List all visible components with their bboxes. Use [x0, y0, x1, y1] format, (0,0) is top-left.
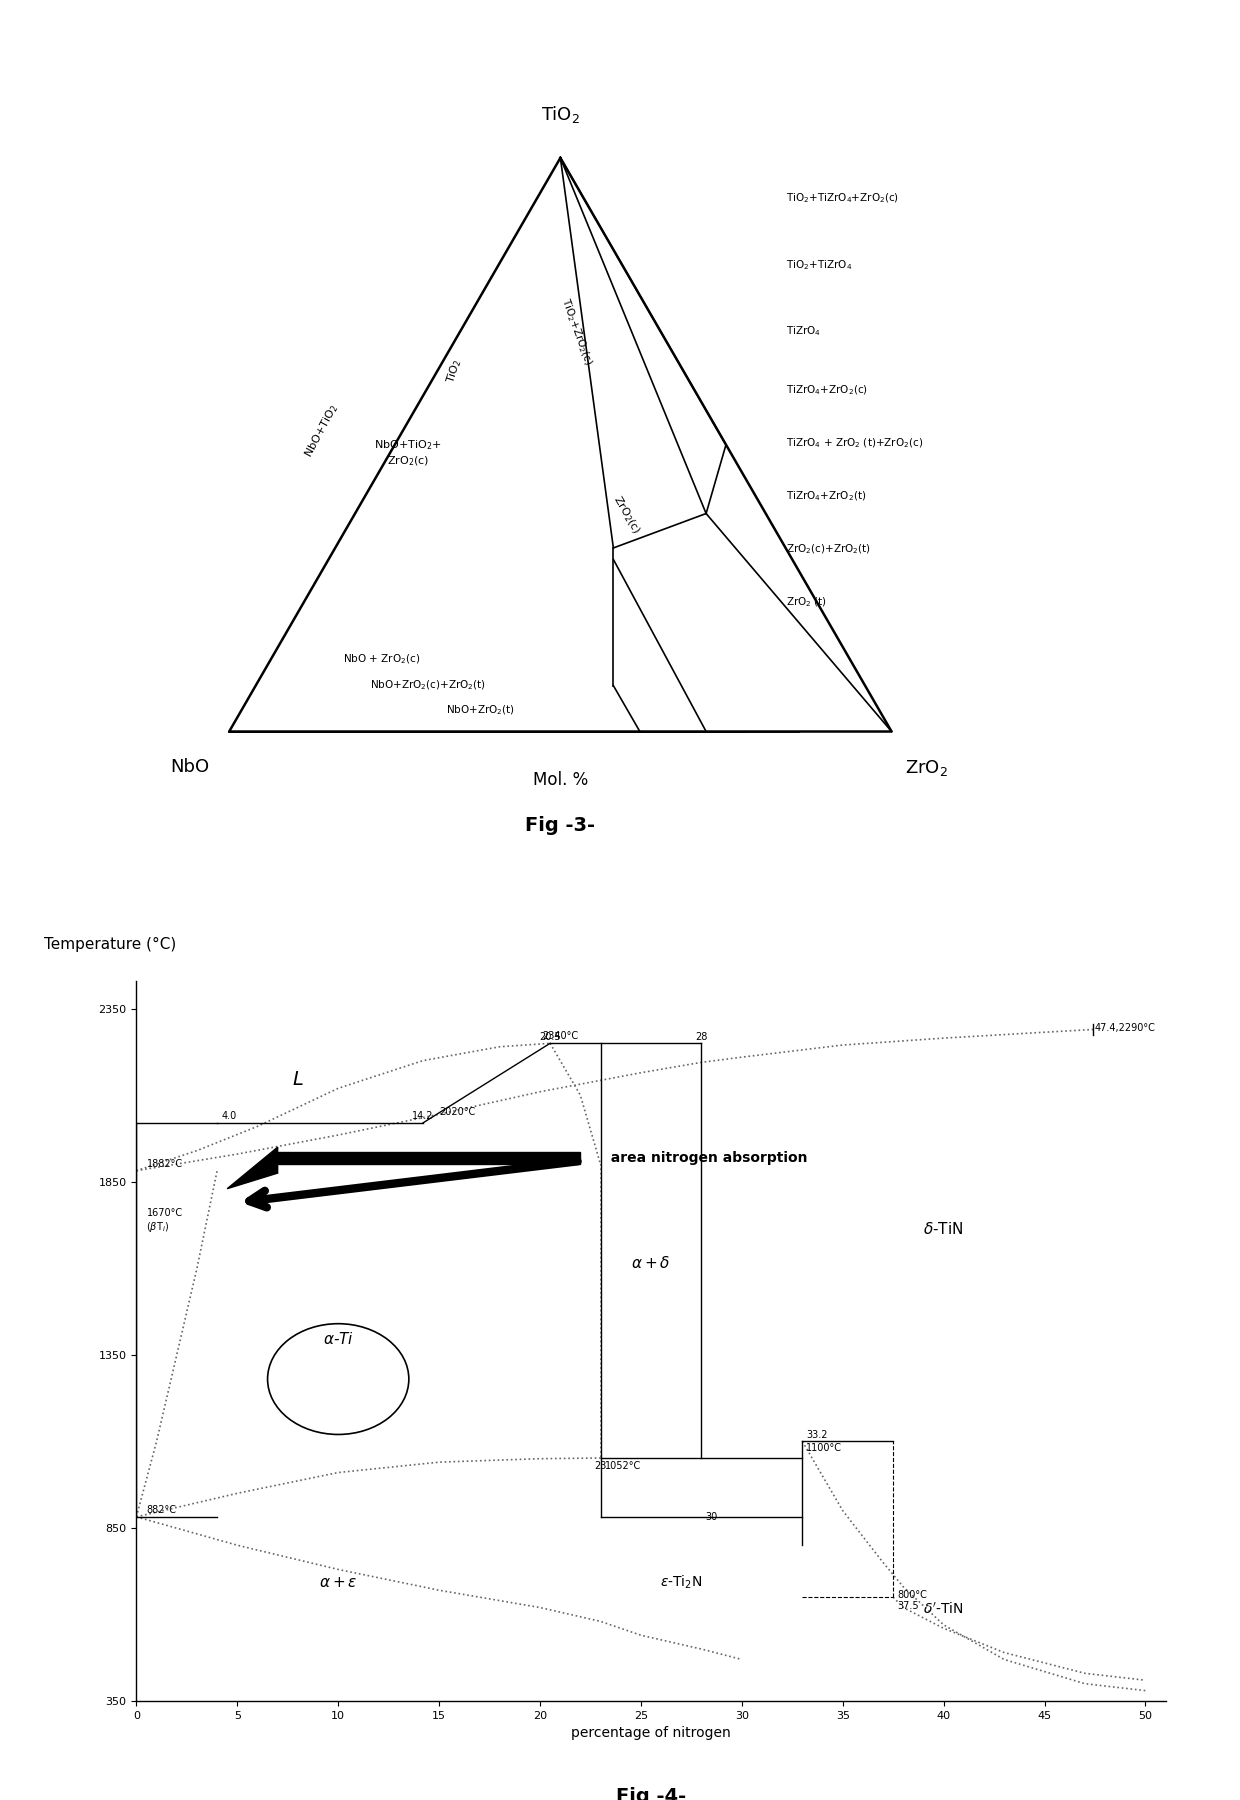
Text: NbO: NbO	[170, 758, 210, 776]
Text: 47.4,2290°C: 47.4,2290°C	[1095, 1022, 1156, 1033]
Text: $\delta$-TiN: $\delta$-TiN	[924, 1220, 963, 1237]
Text: 33.2: 33.2	[806, 1429, 828, 1440]
X-axis label: percentage of nitrogen: percentage of nitrogen	[572, 1726, 730, 1741]
Text: 1882°C: 1882°C	[146, 1159, 182, 1168]
Text: $\alpha$-Ti: $\alpha$-Ti	[322, 1332, 353, 1348]
Text: 2340°C: 2340°C	[542, 1031, 578, 1040]
Text: NbO+ZrO$_2$(t): NbO+ZrO$_2$(t)	[446, 704, 516, 716]
Text: $\alpha + \varepsilon$: $\alpha + \varepsilon$	[319, 1575, 357, 1589]
Text: area nitrogen absorption: area nitrogen absorption	[600, 1152, 807, 1165]
Text: $\varepsilon$-Ti$_2$N: $\varepsilon$-Ti$_2$N	[660, 1573, 703, 1591]
Text: TiO$_2$+ZrO$_2$(c): TiO$_2$+ZrO$_2$(c)	[558, 297, 595, 367]
Text: 882°C: 882°C	[146, 1505, 176, 1516]
Text: TiZrO$_4$: TiZrO$_4$	[786, 324, 821, 338]
Text: NbO+TiO$_2$+
ZrO$_2$(c): NbO+TiO$_2$+ ZrO$_2$(c)	[374, 439, 441, 468]
Text: 800°C: 800°C	[898, 1591, 928, 1600]
Text: $\alpha + \delta$: $\alpha + \delta$	[631, 1255, 671, 1271]
Text: TiO$_2$: TiO$_2$	[541, 104, 580, 124]
Text: TiZrO$_4$+ZrO$_2$(c): TiZrO$_4$+ZrO$_2$(c)	[786, 383, 868, 398]
Text: TiO$_2$: TiO$_2$	[444, 356, 465, 385]
Text: TiZrO$_4$ + ZrO$_2$ (t)+ZrO$_2$(c): TiZrO$_4$ + ZrO$_2$ (t)+ZrO$_2$(c)	[786, 437, 923, 450]
Text: 14.2: 14.2	[412, 1111, 434, 1121]
Text: 28: 28	[696, 1031, 708, 1042]
Text: Temperature (°C): Temperature (°C)	[43, 938, 176, 952]
Polygon shape	[227, 1147, 278, 1188]
Text: $\delta'$-TiN: $\delta'$-TiN	[924, 1602, 963, 1618]
Text: 2020°C: 2020°C	[439, 1107, 475, 1116]
Text: ZrO$_2$ (t): ZrO$_2$ (t)	[786, 596, 827, 610]
Text: NbO+ZrO$_2$(c)+ZrO$_2$(t): NbO+ZrO$_2$(c)+ZrO$_2$(t)	[370, 679, 486, 693]
Text: 23: 23	[594, 1462, 606, 1471]
Text: 1100°C: 1100°C	[806, 1444, 842, 1453]
Text: 20.5: 20.5	[539, 1031, 560, 1042]
Text: 30: 30	[706, 1512, 718, 1521]
Text: NbO+TiO$_2$: NbO+TiO$_2$	[303, 403, 342, 461]
Text: 1052°C: 1052°C	[605, 1462, 641, 1471]
Text: Fig -3-: Fig -3-	[526, 815, 595, 835]
Text: 4.0: 4.0	[221, 1111, 237, 1121]
Text: NbO + ZrO$_2$(c): NbO + ZrO$_2$(c)	[343, 652, 420, 666]
Text: L: L	[293, 1069, 304, 1089]
Text: TiO$_2$+TiZrO$_4$: TiO$_2$+TiZrO$_4$	[786, 257, 852, 272]
Text: 1670°C
($β$T$_i$): 1670°C ($β$T$_i$)	[146, 1208, 182, 1233]
Text: ZrO$_2$(c): ZrO$_2$(c)	[610, 493, 644, 536]
Text: ZrO$_2$(c)+ZrO$_2$(t): ZrO$_2$(c)+ZrO$_2$(t)	[786, 544, 870, 556]
Text: 37.5: 37.5	[898, 1600, 919, 1611]
Text: TiZrO$_4$+ZrO$_2$(t): TiZrO$_4$+ZrO$_2$(t)	[786, 490, 866, 504]
Text: Fig -4-: Fig -4-	[616, 1787, 686, 1800]
Text: Mol. %: Mol. %	[533, 770, 588, 788]
Text: TiO$_2$+TiZrO$_4$+ZrO$_2$(c): TiO$_2$+TiZrO$_4$+ZrO$_2$(c)	[786, 193, 899, 205]
Polygon shape	[278, 1152, 580, 1165]
Text: ZrO$_2$: ZrO$_2$	[905, 758, 947, 778]
